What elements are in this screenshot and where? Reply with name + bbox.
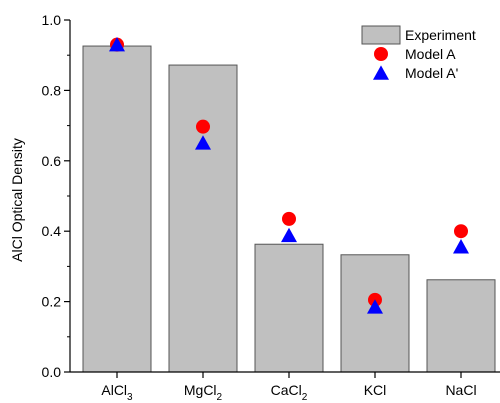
- y-axis-label: AlCl Optical Density: [9, 138, 25, 262]
- legend-label: Model A: [405, 46, 456, 62]
- legend-label: Model A': [405, 65, 458, 81]
- legend-swatch-model-a: [374, 47, 388, 61]
- y-tick-label: 0.2: [42, 294, 62, 310]
- x-tick-label: CaCl2: [271, 382, 308, 403]
- point-model-a-prime: [109, 37, 125, 52]
- bars-layer: [82, 45, 496, 373]
- point-model-a: [196, 119, 210, 134]
- y-tick-label: 0.6: [42, 153, 62, 169]
- x-tick-label: NaCl: [445, 382, 476, 398]
- bar-experiment: [168, 64, 238, 373]
- bar-experiment: [254, 243, 324, 373]
- point-model-a-prime: [367, 299, 383, 314]
- point-model-a: [454, 224, 468, 239]
- y-tick-label: 1.0: [42, 12, 62, 28]
- point-model-a-prime: [453, 239, 469, 254]
- y-tick-label: 0.8: [42, 82, 62, 98]
- axes-layer: 0.0 0.2 0.4 0.6 0.8 1.0 AlCl3 MgCl2 CaCl2 KCl NaCl: [42, 12, 500, 403]
- legend-label: Experiment: [405, 27, 476, 43]
- markers-layer: [109, 37, 469, 314]
- point-model-a: [282, 211, 296, 226]
- y-tick-label: 0.0: [42, 364, 62, 380]
- point-model-a-prime: [281, 227, 297, 243]
- y-tick-label: 0.4: [42, 223, 62, 239]
- x-tick-label: KCl: [364, 382, 387, 398]
- legend-swatch-model-a-prime: [373, 65, 389, 80]
- legend: Experiment Model A Model A': [361, 25, 476, 81]
- bar-experiment: [82, 45, 152, 373]
- legend-swatch-experiment: [361, 25, 401, 45]
- bar-experiment: [426, 279, 496, 373]
- x-tick-label: AlCl3: [101, 382, 133, 403]
- point-model-a-prime: [195, 135, 211, 150]
- x-tick-label: MgCl2: [184, 382, 223, 403]
